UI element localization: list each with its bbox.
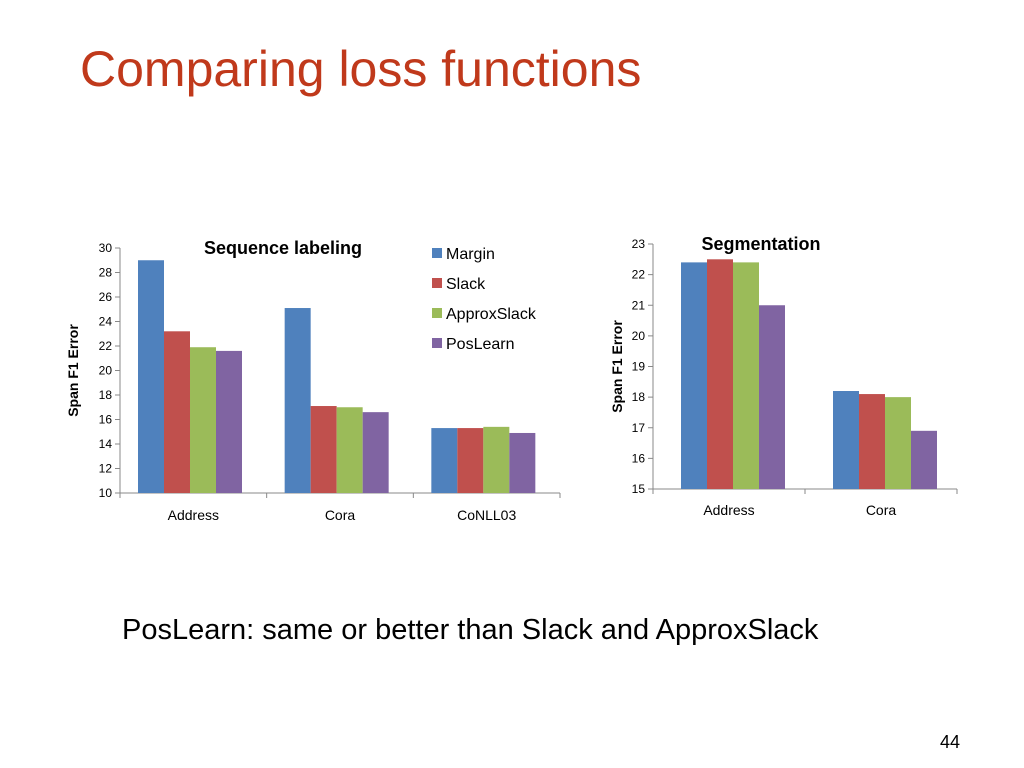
seq-y-tick-label: 24 <box>99 315 113 329</box>
seg-bar-approxslack-cora <box>885 397 911 489</box>
seq-y-tick-label: 12 <box>99 462 113 476</box>
legend-label-slack: Slack <box>446 276 486 293</box>
seq-bar-margin-cora <box>284 308 311 493</box>
seq-bar-margin-address <box>138 260 164 493</box>
seq-y-tick-label: 14 <box>99 437 113 451</box>
seq-category-label-conll03: CoNLL03 <box>457 507 516 523</box>
seq-bar-approxslack-cora <box>336 407 363 493</box>
legend-label-poslearn: PosLearn <box>446 336 515 353</box>
seg-bar-poslearn-address <box>759 305 785 489</box>
seq-y-tick-label: 30 <box>99 241 113 255</box>
slide-caption: PosLearn: same or better than Slack and … <box>122 614 819 646</box>
seq-bar-slack-conll03 <box>457 428 484 493</box>
seg-y-tick-label: 18 <box>632 390 646 404</box>
seq-bar-slack-address <box>164 331 190 493</box>
seq-category-label-address: Address <box>168 507 219 523</box>
legend-label-approxslack: ApproxSlack <box>446 306 537 323</box>
seq-chart-title: Sequence labeling <box>204 238 362 258</box>
seq-y-tick-label: 18 <box>99 388 113 402</box>
seg-y-tick-label: 17 <box>632 421 646 435</box>
seq-bar-approxslack-address <box>190 347 216 493</box>
legend-label-margin: Margin <box>446 246 495 263</box>
seg-bar-slack-address <box>707 259 733 489</box>
seq-y-tick-label: 28 <box>99 266 113 280</box>
seq-y-tick-label: 16 <box>99 413 113 427</box>
legend-swatch-margin <box>432 248 442 258</box>
seg-y-axis-label: Span F1 Error <box>609 320 625 413</box>
seq-bar-approxslack-conll03 <box>483 426 510 493</box>
seg-bar-approxslack-address <box>733 262 759 489</box>
seq-y-tick-label: 22 <box>99 339 113 353</box>
seg-y-tick-label: 15 <box>632 482 646 496</box>
seq-bar-poslearn-address <box>216 350 242 493</box>
seq-category-label-cora: Cora <box>325 507 356 523</box>
legend-swatch-slack <box>432 278 442 288</box>
seg-y-tick-label: 22 <box>632 268 646 282</box>
seg-bar-margin-address <box>681 262 707 489</box>
seq-bar-margin-conll03 <box>431 428 458 493</box>
legend-swatch-poslearn <box>432 338 442 348</box>
seq-y-axis-label: Span F1 Error <box>65 324 81 417</box>
slide-title: Comparing loss functions <box>80 41 642 97</box>
legend-swatch-approxslack <box>432 308 442 318</box>
seq-bar-poslearn-cora <box>362 412 389 493</box>
seg-y-tick-label: 16 <box>632 451 646 465</box>
seg-category-label-address: Address <box>703 502 754 518</box>
seg-category-label-cora: Cora <box>866 502 897 518</box>
seg-y-tick-label: 19 <box>632 360 646 374</box>
seg-y-tick-label: 23 <box>632 237 646 251</box>
seq-bar-slack-cora <box>310 406 337 493</box>
seg-y-tick-label: 21 <box>632 298 646 312</box>
seg-bar-margin-cora <box>833 391 859 489</box>
page-number: 44 <box>940 732 961 752</box>
seg-bar-slack-cora <box>859 394 885 489</box>
seq-y-tick-label: 10 <box>99 486 113 500</box>
seq-y-tick-label: 20 <box>99 364 113 378</box>
seg-bar-poslearn-cora <box>911 430 937 489</box>
seq-bar-poslearn-conll03 <box>509 432 536 493</box>
seq-y-tick-label: 26 <box>99 290 113 304</box>
seg-chart-title: Segmentation <box>701 234 820 254</box>
seg-y-tick-label: 20 <box>632 329 646 343</box>
